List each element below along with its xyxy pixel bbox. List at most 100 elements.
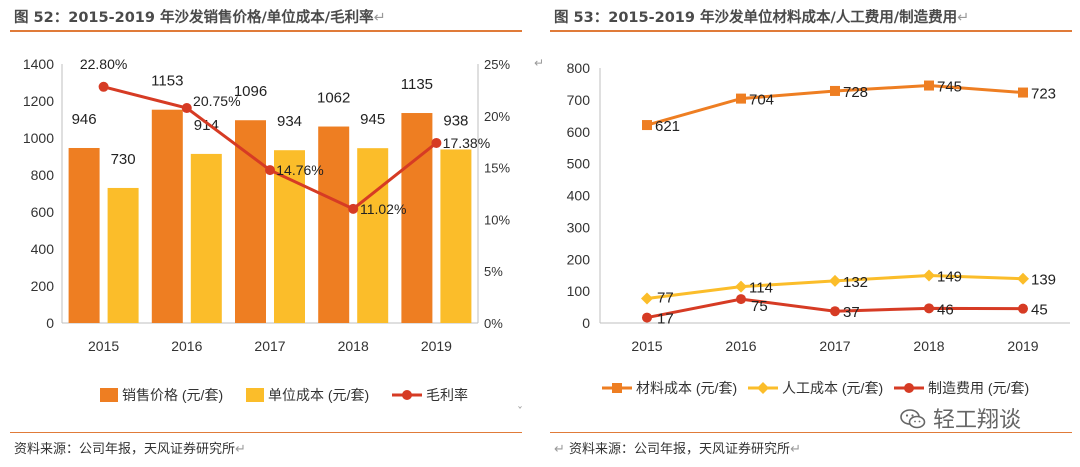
x-tick-label: 2019 xyxy=(421,338,452,354)
labor-cost-data-label: 77 xyxy=(657,289,674,306)
x-tick-label: 2016 xyxy=(171,338,202,354)
manufacturing-cost-data-label: 46 xyxy=(937,301,954,318)
gross-margin-point xyxy=(98,81,109,92)
bar-unit-cost xyxy=(190,153,222,323)
right-figure-title: 图 53：2015-2019 年沙发单位材料成本/人工费用/制造费用↵ xyxy=(554,10,970,26)
manufacturing-cost-data-label: 37 xyxy=(843,304,860,321)
x-tick-label: 2018 xyxy=(913,338,944,354)
paragraph-mark: ↵ xyxy=(554,442,565,457)
x-tick-label: 2015 xyxy=(88,338,119,354)
right-y-tick-label: 20% xyxy=(484,109,510,124)
right-y-tick-label: 0% xyxy=(484,316,503,331)
y-tick-label: 600 xyxy=(567,124,591,140)
material-cost-point xyxy=(642,120,652,131)
y-tick-label: 100 xyxy=(567,283,591,299)
manufacturing-cost-data-label: 75 xyxy=(751,298,768,315)
manufacturing-cost-point xyxy=(736,294,746,305)
left-chart: 0 200 400 600 800 1000 1200 1400 0% 5% 10% 15% 20% 25… xyxy=(23,56,511,403)
right-y-tick-label: 15% xyxy=(484,161,510,176)
left-y-tick-label: 0 xyxy=(46,315,54,331)
labor-cost-data-label: 132 xyxy=(843,274,868,291)
y-tick-label: 800 xyxy=(567,60,591,76)
labor-cost-point xyxy=(641,292,653,305)
legend-swatch xyxy=(100,388,118,402)
bar-data-label: 1153 xyxy=(151,73,183,90)
wechat-icon xyxy=(900,409,926,429)
legend-label: 材料成本 (元/套) xyxy=(636,380,737,396)
material-cost-data-label: 704 xyxy=(749,92,774,109)
material-cost-data-label: 728 xyxy=(843,84,868,101)
paragraph-mark: ↵ xyxy=(534,56,545,70)
manufacturing-cost-data-label: 17 xyxy=(657,311,674,328)
manufacturing-cost-point xyxy=(1018,303,1028,314)
paragraph-mark: ↵ xyxy=(373,10,386,26)
left-y-tick-label: 1000 xyxy=(23,130,54,146)
bar-data-label: 946 xyxy=(72,111,97,128)
bar-sales-price xyxy=(235,120,266,324)
left-source-note: 资料来源：公司年报，天风证券研究所↵ xyxy=(14,442,246,457)
gross-margin-point xyxy=(181,103,192,114)
bar-unit-cost xyxy=(107,187,139,323)
manufacturing-cost-point xyxy=(642,312,652,323)
bar-data-label: 934 xyxy=(277,113,302,130)
legend-marker xyxy=(612,383,622,393)
right-y-tick-label: 5% xyxy=(484,264,503,279)
stray-mark: ˇ xyxy=(517,405,523,419)
watermark: 轻工翔谈 xyxy=(900,402,1021,434)
legend-label: 人工成本 (元/套) xyxy=(782,380,883,396)
gross-margin-data-label: 22.80% xyxy=(80,56,127,72)
y-tick-label: 400 xyxy=(567,188,591,204)
left-bottom-rule xyxy=(10,432,522,433)
right-bottom-rule xyxy=(550,432,1072,433)
x-tick-label: 2015 xyxy=(631,338,662,354)
material-cost-data-label: 723 xyxy=(1031,86,1056,103)
legend-marker xyxy=(402,390,412,400)
legend-marker xyxy=(757,382,769,394)
material-cost-point xyxy=(736,93,746,104)
right-y-tick-label: 25% xyxy=(484,57,510,72)
watermark-text: 轻工翔谈 xyxy=(933,408,1022,433)
bar-data-label: 1062 xyxy=(317,90,350,107)
y-tick-label: 200 xyxy=(567,251,591,267)
labor-cost-point xyxy=(829,274,841,287)
gross-margin-data-label: 11.02% xyxy=(360,201,406,217)
bar-data-label: 938 xyxy=(443,112,468,129)
y-tick-label: 700 xyxy=(567,92,591,108)
right-y-tick-label: 10% xyxy=(484,212,510,227)
bar-sales-price xyxy=(68,147,100,323)
right-figure-panel: 图 53：2015-2019 年沙发单位材料成本/人工费用/制造费用↵ 0 100… xyxy=(534,0,1080,467)
paragraph-mark: ↵ xyxy=(790,442,801,457)
bar-data-label: 1096 xyxy=(234,83,267,100)
x-tick-label: 2019 xyxy=(1007,338,1038,354)
left-y-tick-label: 400 xyxy=(31,241,55,257)
paragraph-mark: ↵ xyxy=(957,10,970,26)
right-source-note: ↵ 资料来源：公司年报，天风证券研究所↵ xyxy=(554,442,801,457)
x-tick-label: 2018 xyxy=(338,338,369,354)
bar-unit-cost xyxy=(440,149,472,323)
bar-data-label: 914 xyxy=(194,117,219,134)
manufacturing-cost-point xyxy=(830,306,840,317)
gross-margin-point xyxy=(265,165,275,176)
left-title-rule xyxy=(10,30,522,32)
legend-label: 毛利率 xyxy=(426,387,468,403)
gross-margin-point xyxy=(431,137,442,148)
x-tick-label: 2017 xyxy=(819,338,850,354)
left-y-tick-label: 1400 xyxy=(23,56,54,72)
labor-cost-data-label: 149 xyxy=(937,269,962,286)
labor-cost-point xyxy=(923,269,935,282)
gross-margin-data-label: 20.75% xyxy=(193,93,240,109)
bar-data-label: 730 xyxy=(111,151,136,168)
legend-marker xyxy=(904,383,914,393)
material-cost-data-label: 745 xyxy=(937,79,962,96)
legend-label: 单位成本 (元/套) xyxy=(268,387,369,403)
right-chart: 0 100 200 300 400 500 600 700 800 2015 2016 2017 201… xyxy=(567,60,1070,396)
bar-data-label: 945 xyxy=(360,111,385,128)
labor-cost-data-label: 139 xyxy=(1031,272,1056,289)
gross-margin-data-label: 14.76% xyxy=(276,162,323,178)
legend-label: 销售价格 (元/套) xyxy=(122,387,223,403)
bar-sales-price xyxy=(318,126,350,323)
left-figure-panel: 图 52：2015-2019 年沙发销售价格/单位成本/毛利率↵ 0 200 400… xyxy=(0,0,530,467)
labor-cost-point xyxy=(735,280,747,293)
legend-swatch xyxy=(246,388,264,402)
bar-sales-price xyxy=(401,113,433,324)
